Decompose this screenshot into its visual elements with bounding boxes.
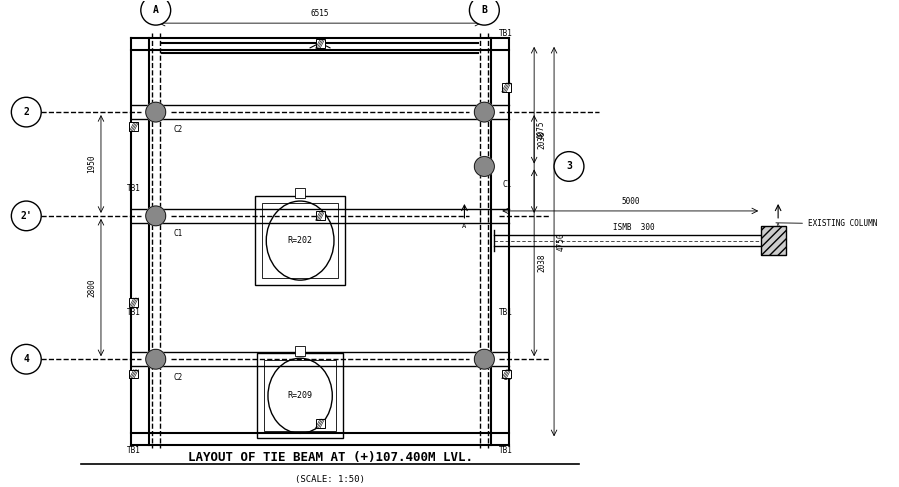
Circle shape xyxy=(12,201,41,231)
Text: R=202: R=202 xyxy=(288,236,313,245)
Text: 4: 4 xyxy=(23,354,30,364)
Bar xyxy=(264,360,336,431)
Bar xyxy=(761,226,786,255)
Circle shape xyxy=(12,97,41,127)
Bar xyxy=(129,122,138,131)
Circle shape xyxy=(146,349,165,369)
Bar xyxy=(316,419,325,428)
Text: LAYOUT OF TIE BEAM AT (+)107.400M LVL.: LAYOUT OF TIE BEAM AT (+)107.400M LVL. xyxy=(188,451,473,464)
Circle shape xyxy=(146,206,165,226)
Text: A: A xyxy=(153,5,159,15)
Text: C1: C1 xyxy=(503,180,512,189)
Bar xyxy=(502,370,511,378)
Text: 6515: 6515 xyxy=(311,9,329,18)
Circle shape xyxy=(12,344,41,374)
Text: TB1: TB1 xyxy=(499,446,513,455)
Text: EXISTING COLUMN: EXISTING COLUMN xyxy=(776,219,877,228)
Bar xyxy=(761,226,786,255)
Circle shape xyxy=(146,102,165,122)
Text: (SCALE: 1:50): (SCALE: 1:50) xyxy=(295,475,365,484)
Circle shape xyxy=(475,157,494,176)
Circle shape xyxy=(141,0,171,25)
Text: 2038: 2038 xyxy=(537,254,546,272)
Circle shape xyxy=(554,151,584,181)
Circle shape xyxy=(469,0,499,25)
Text: TB1: TB1 xyxy=(499,29,513,37)
Text: 5000: 5000 xyxy=(621,197,639,206)
Text: 3: 3 xyxy=(566,162,572,171)
Bar xyxy=(129,298,138,307)
Text: B: B xyxy=(482,5,487,15)
Text: R=209: R=209 xyxy=(288,391,313,400)
Bar xyxy=(129,370,138,378)
Bar xyxy=(257,353,343,438)
Text: C2: C2 xyxy=(174,125,182,134)
Bar xyxy=(316,211,325,220)
Text: 2800: 2800 xyxy=(87,278,96,297)
Bar xyxy=(295,346,305,356)
Text: A: A xyxy=(776,223,780,229)
Text: 2': 2' xyxy=(21,211,32,221)
Text: 1950: 1950 xyxy=(87,155,96,173)
Bar xyxy=(316,39,325,48)
Text: 4750: 4750 xyxy=(557,232,566,251)
Text: TB1: TB1 xyxy=(127,446,141,455)
Text: 2038: 2038 xyxy=(537,130,546,149)
Text: 4075: 4075 xyxy=(537,121,546,139)
Text: TB1: TB1 xyxy=(499,308,513,317)
Circle shape xyxy=(475,349,494,369)
Bar xyxy=(255,196,345,285)
Bar xyxy=(295,188,305,198)
Bar xyxy=(263,203,338,278)
Text: TB1: TB1 xyxy=(127,308,141,317)
Circle shape xyxy=(475,102,494,122)
Text: 2: 2 xyxy=(23,107,30,117)
Text: C2: C2 xyxy=(174,373,182,381)
Text: A: A xyxy=(462,223,467,229)
Text: C1: C1 xyxy=(174,229,182,238)
Text: C1: C1 xyxy=(503,373,512,381)
Text: ISMB  300: ISMB 300 xyxy=(613,223,654,232)
Bar xyxy=(502,83,511,92)
Text: TB1: TB1 xyxy=(127,184,141,193)
